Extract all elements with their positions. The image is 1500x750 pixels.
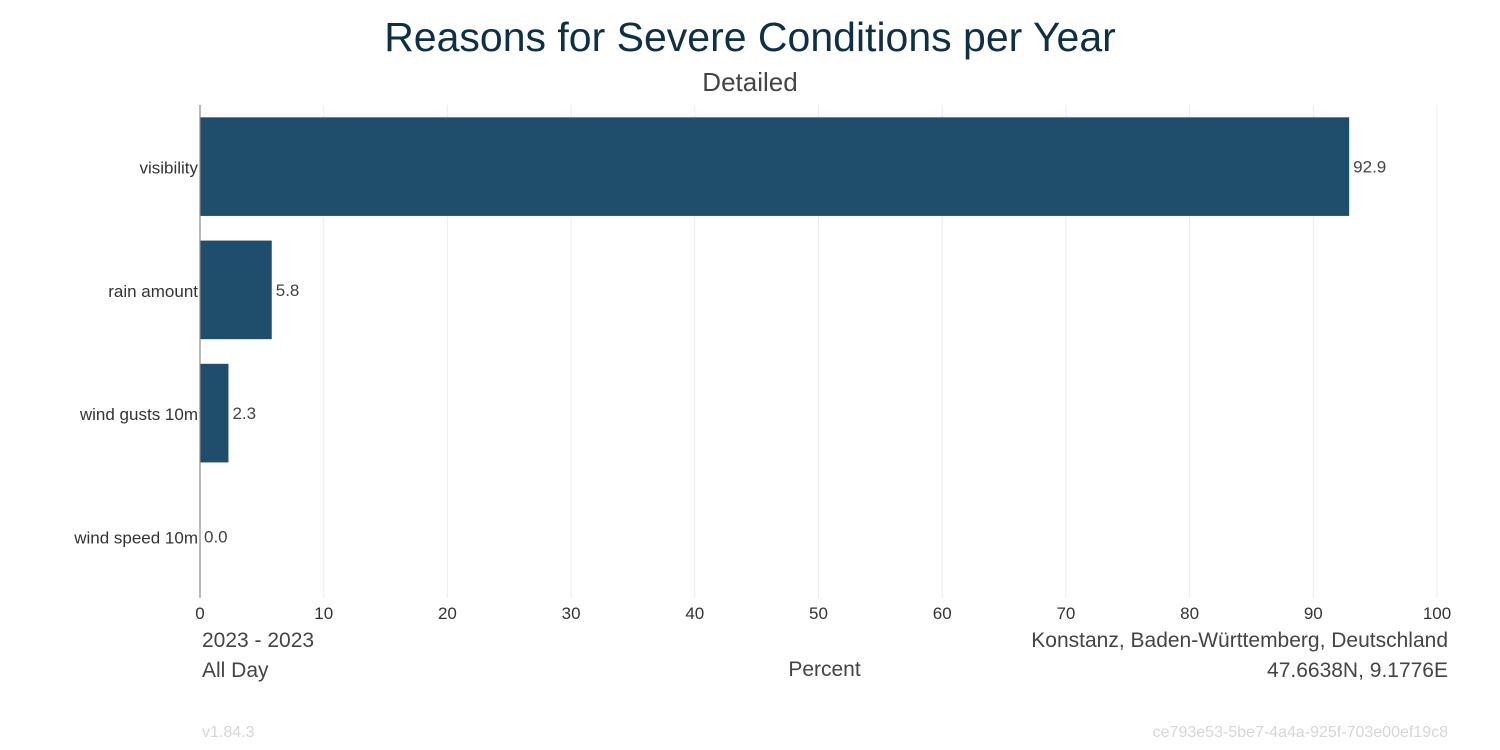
- x-tick-label: 0: [195, 604, 204, 623]
- x-tick-label: 70: [1056, 604, 1075, 623]
- coordinates-label: 47.6638N, 9.1776E: [1267, 659, 1448, 682]
- x-tick-label: 60: [933, 604, 952, 623]
- x-tick-label: 40: [685, 604, 704, 623]
- category-label: wind speed 10m: [73, 528, 198, 547]
- x-tick-label: 80: [1180, 604, 1199, 623]
- x-tick-label: 20: [438, 604, 457, 623]
- data-label: 92.9: [1353, 158, 1386, 177]
- x-tick-label: 50: [809, 604, 828, 623]
- category-label: visibility: [139, 159, 198, 178]
- time-of-day-label: All Day: [202, 659, 269, 682]
- category-label: wind gusts 10m: [79, 405, 198, 424]
- bar: [200, 117, 1350, 216]
- x-tick-label: 30: [562, 604, 581, 623]
- x-tick-label: 10: [314, 604, 333, 623]
- category-label: rain amount: [108, 282, 198, 301]
- x-tick-label: 90: [1304, 604, 1323, 623]
- chart-subtitle: Detailed: [702, 67, 798, 97]
- version-label: v1.84.3: [202, 724, 255, 741]
- bar: [200, 363, 229, 463]
- data-label: 5.8: [276, 281, 300, 300]
- chart-title: Reasons for Severe Conditions per Year: [384, 14, 1116, 60]
- data-label: 0.0: [204, 527, 228, 546]
- bar: [200, 240, 272, 340]
- location-label: Konstanz, Baden-Württemberg, Deutschland: [1031, 629, 1448, 652]
- period-label: 2023 - 2023: [202, 629, 315, 652]
- x-tick-label: 100: [1423, 604, 1451, 623]
- x-axis-title: Percent: [788, 658, 861, 681]
- chart-id-label: ce793e53-5be7-4a4a-925f-703e00ef19c8: [1152, 724, 1448, 741]
- data-label: 2.3: [232, 404, 256, 423]
